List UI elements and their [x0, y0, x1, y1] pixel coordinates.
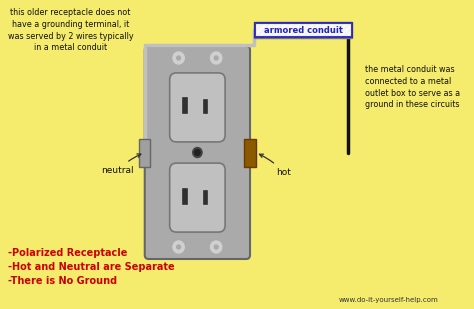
- Text: this older receptacle does not
have a grounding terminal, it
was served by 2 wir: this older receptacle does not have a gr…: [8, 8, 133, 53]
- FancyBboxPatch shape: [170, 73, 225, 142]
- Bar: [203, 190, 207, 204]
- Circle shape: [173, 52, 184, 64]
- Circle shape: [173, 241, 184, 253]
- Bar: [139, 138, 150, 167]
- Bar: [203, 99, 207, 113]
- Text: armored conduit: armored conduit: [264, 26, 343, 35]
- Bar: [182, 97, 187, 113]
- Text: the metal conduit was
connected to a metal
outlet box to serve as a
ground in th: the metal conduit was connected to a met…: [365, 65, 460, 109]
- Text: -Hot and Neutral are Separate: -Hot and Neutral are Separate: [8, 262, 174, 272]
- Bar: [255, 23, 352, 37]
- Bar: [254, 22, 353, 38]
- Circle shape: [210, 52, 222, 64]
- Circle shape: [214, 245, 218, 249]
- Circle shape: [210, 241, 222, 253]
- Circle shape: [193, 147, 202, 158]
- Text: neutral: neutral: [101, 154, 141, 175]
- Circle shape: [194, 150, 200, 155]
- Circle shape: [177, 245, 181, 249]
- FancyBboxPatch shape: [170, 163, 225, 232]
- Text: -Polarized Receptacle: -Polarized Receptacle: [8, 248, 127, 258]
- Text: -There is No Ground: -There is No Ground: [8, 276, 117, 286]
- Circle shape: [214, 56, 218, 60]
- Bar: [245, 138, 255, 167]
- FancyBboxPatch shape: [145, 46, 250, 259]
- Text: www.do-it-yourself-help.com: www.do-it-yourself-help.com: [338, 297, 438, 303]
- Bar: [182, 188, 187, 204]
- Circle shape: [177, 56, 181, 60]
- Text: hot: hot: [259, 154, 291, 176]
